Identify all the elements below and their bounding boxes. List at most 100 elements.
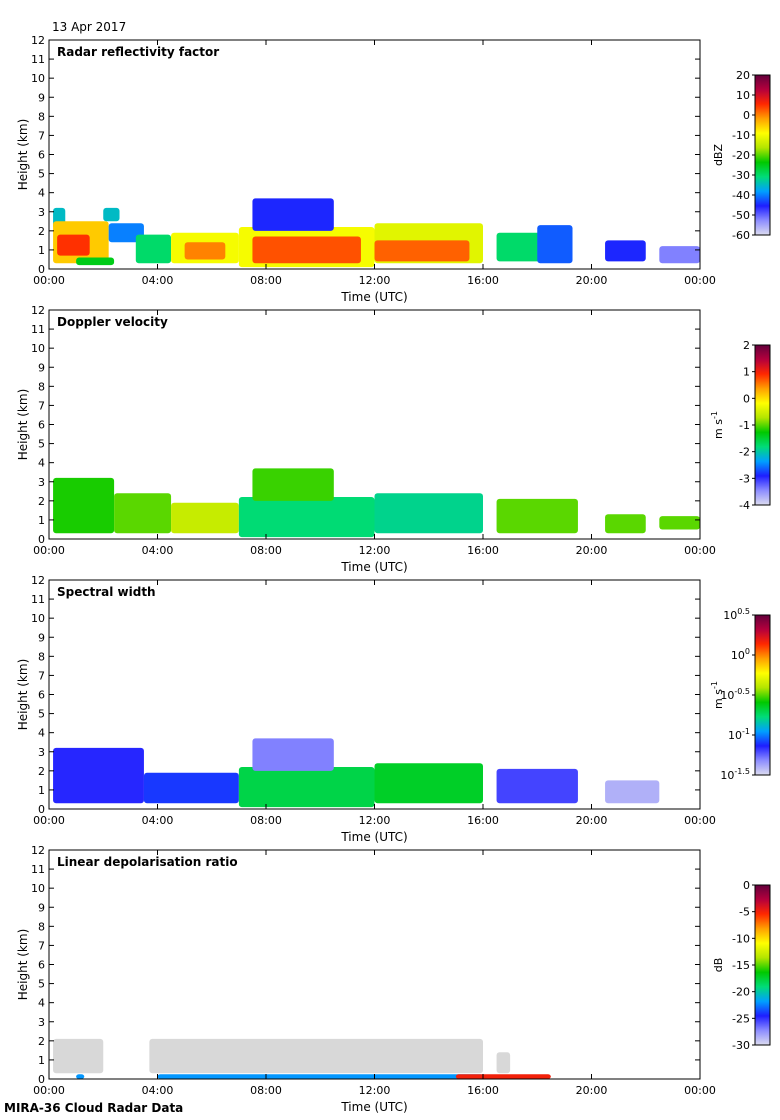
x-tick-label: 12:00: [359, 544, 391, 557]
colorbar-tick-label: 0: [743, 392, 750, 405]
colorbar-tick-label: 2: [743, 339, 750, 352]
colorbar-tick-label: -5: [739, 906, 750, 919]
y-tick-label: 9: [38, 361, 45, 374]
y-tick-label: 1: [38, 244, 45, 257]
data-cell: [108, 223, 144, 243]
colorbar-tick-label: 0: [743, 879, 750, 892]
x-tick-label: 20:00: [576, 1084, 608, 1097]
y-tick-label: 7: [38, 129, 45, 142]
colorbar-tick-label: 0: [743, 109, 750, 122]
data-cell: [157, 1074, 483, 1079]
colorbar-tick-label: 10: [736, 89, 750, 102]
x-axis-label: Time (UTC): [340, 1100, 407, 1114]
data-cell: [76, 257, 115, 266]
x-tick-label: 00:00: [33, 274, 65, 287]
y-tick-label: 3: [38, 476, 45, 489]
footer-label: MIRA-36 Cloud Radar Data: [4, 1101, 184, 1115]
data-cell: [76, 1074, 85, 1079]
data-cell: [143, 772, 239, 804]
x-tick-label: 08:00: [250, 1084, 282, 1097]
x-tick-label: 00:00: [33, 1084, 65, 1097]
x-tick-label: 20:00: [576, 544, 608, 557]
colorbar-tick-label: 20: [736, 69, 750, 82]
y-tick-label: 9: [38, 631, 45, 644]
colorbar-tick-label: 10-1: [728, 727, 750, 742]
x-axis-label: Time (UTC): [340, 290, 407, 304]
data-cell: [659, 516, 700, 530]
colorbar-tick-label: 10-1.5: [720, 767, 750, 782]
panel-title: Spectral width: [57, 585, 156, 599]
y-tick-label: 2: [38, 495, 45, 508]
panel-title: Radar reflectivity factor: [57, 45, 219, 59]
y-tick-label: 2: [38, 225, 45, 238]
y-tick-label: 0: [38, 1073, 45, 1086]
colorbar-tick-label: -20: [732, 149, 750, 162]
data-cell: [252, 738, 334, 771]
data-cell: [184, 242, 226, 260]
x-tick-label: 16:00: [467, 544, 499, 557]
data-cell: [149, 1038, 484, 1074]
y-tick-label: 11: [31, 323, 45, 336]
x-tick-label: 08:00: [250, 544, 282, 557]
y-tick-label: 8: [38, 920, 45, 933]
y-tick-label: 12: [31, 304, 45, 317]
colorbar-label: m s-1: [710, 411, 725, 439]
x-tick-label: 16:00: [467, 1084, 499, 1097]
colorbar: [754, 614, 771, 776]
y-tick-label: 1: [38, 514, 45, 527]
x-tick-label: 04:00: [142, 274, 174, 287]
data-cell: [496, 768, 578, 804]
colorbar-tick-label: -1: [739, 419, 750, 432]
colorbar-tick-label: 1: [743, 366, 750, 379]
y-tick-label: 6: [38, 149, 45, 162]
y-tick-label: 11: [31, 53, 45, 66]
y-tick-label: 10: [31, 882, 45, 895]
y-axis-label: Height (km): [16, 389, 30, 460]
x-tick-label: 04:00: [142, 814, 174, 827]
data-cell: [537, 225, 573, 264]
y-tick-label: 3: [38, 206, 45, 219]
x-tick-label: 04:00: [142, 544, 174, 557]
colorbar-tick-label: -50: [732, 209, 750, 222]
y-tick-label: 6: [38, 959, 45, 972]
data-cell: [53, 1038, 104, 1074]
x-tick-label: 00:00: [684, 814, 716, 827]
x-axis-label: Time (UTC): [340, 830, 407, 844]
data-cell: [659, 246, 700, 264]
colorbar-tick-label: -20: [732, 986, 750, 999]
y-tick-label: 4: [38, 457, 45, 470]
y-tick-label: 10: [31, 72, 45, 85]
colorbar-label: m s-1: [710, 681, 725, 709]
y-tick-label: 0: [38, 263, 45, 276]
colorbar-label: dB: [712, 958, 725, 973]
x-tick-label: 16:00: [467, 274, 499, 287]
x-tick-label: 04:00: [142, 1084, 174, 1097]
colorbar-tick-label: 10-0.5: [720, 687, 750, 702]
data-cell: [374, 240, 470, 262]
data-cell: [103, 207, 120, 222]
x-axis-label: Time (UTC): [340, 560, 407, 574]
data-cell: [455, 1074, 551, 1079]
y-tick-label: 5: [38, 168, 45, 181]
colorbar: [754, 74, 771, 236]
colorbar-tick-label: -30: [732, 169, 750, 182]
colorbar-tick-label: -10: [732, 129, 750, 142]
colorbar-tick-label: -4: [739, 499, 750, 512]
data-cell: [605, 780, 660, 804]
data-cell: [496, 498, 578, 534]
data-cell: [496, 1052, 511, 1074]
y-tick-label: 6: [38, 419, 45, 432]
x-tick-label: 00:00: [684, 274, 716, 287]
colorbar-label: dBZ: [712, 144, 725, 167]
colorbar-tick-label: -30: [732, 1039, 750, 1052]
y-tick-label: 7: [38, 939, 45, 952]
data-cell: [238, 497, 375, 538]
data-cell: [252, 236, 361, 264]
y-tick-label: 1: [38, 1054, 45, 1067]
x-tick-label: 08:00: [250, 814, 282, 827]
y-tick-label: 11: [31, 863, 45, 876]
colorbar-tick-label: -25: [732, 1012, 750, 1025]
y-tick-label: 5: [38, 708, 45, 721]
y-tick-label: 9: [38, 901, 45, 914]
y-tick-label: 6: [38, 689, 45, 702]
